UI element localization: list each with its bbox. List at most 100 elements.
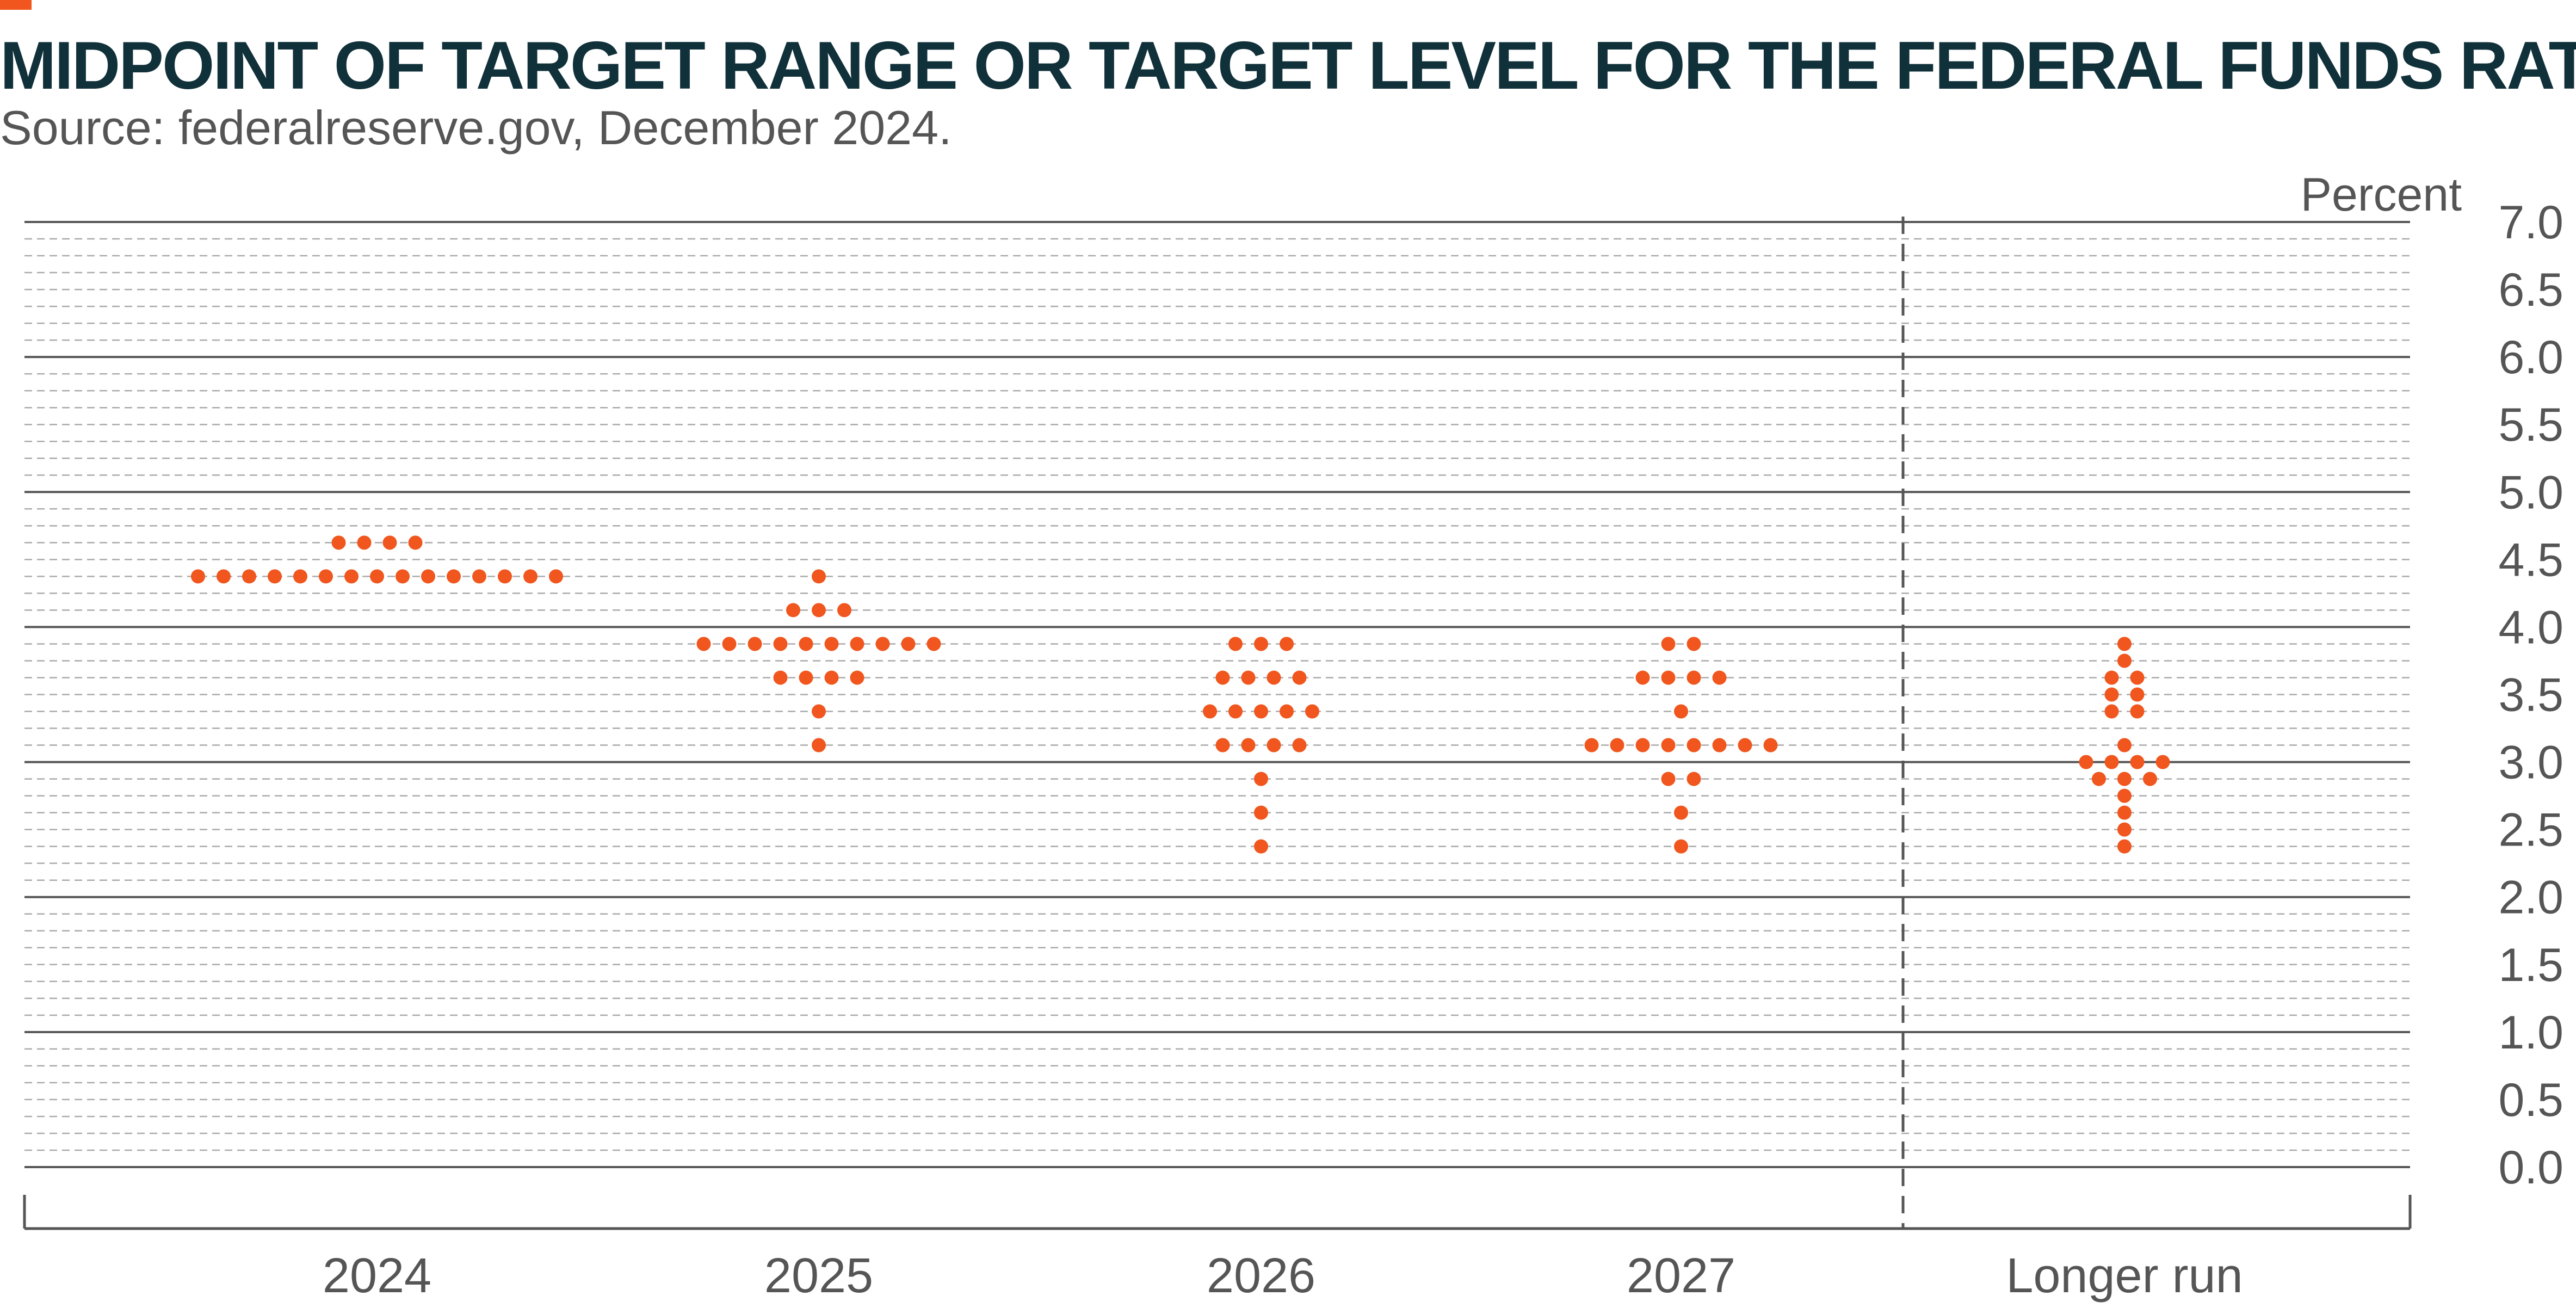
y-tick-label: 6.0 [2498,331,2563,384]
participant-dot [472,569,486,584]
y-tick-label: 0.0 [2498,1142,2563,1194]
participant-dot [1674,805,1688,820]
participant-dot [2104,670,2119,685]
participant-dot [382,535,397,550]
participant-dot [1687,738,1701,752]
x-category-label: Longer run [2006,1249,2243,1303]
participant-dot [1215,738,1230,752]
participant-dot [2104,704,2119,719]
accent-bar [0,0,32,10]
x-category-label: 2025 [764,1249,873,1303]
participant-dot [2104,755,2119,769]
participant-dot [1254,805,1268,820]
participant-dot [824,637,839,651]
participant-dot [1280,637,1294,651]
participant-dot [1712,670,1727,685]
participant-dot [1610,738,1624,752]
participant-dot [2130,670,2145,685]
x-axis [23,217,2412,1230]
participant-dot [2092,772,2106,786]
participant-dot [1661,772,1676,786]
x-category-label: 2026 [1207,1249,1315,1303]
x-category-label: 2024 [323,1249,431,1303]
y-tick-label: 6.5 [2498,264,2563,316]
participant-dot [293,569,307,584]
y-tick-label: 5.0 [2498,466,2563,519]
participant-dot [722,637,737,651]
participant-dot [926,637,941,651]
participant-dot [824,670,839,685]
participant-dot [696,637,711,651]
participant-dot [1241,670,1256,685]
participant-dot [1254,772,1268,786]
chart-title: MIDPOINT OF TARGET RANGE OR TARGET LEVEL… [0,28,2576,103]
participant-dot [1738,738,1752,752]
participant-dot [2130,687,2145,702]
participant-dot [498,569,512,584]
participant-dot [242,569,256,584]
participant-dot [191,569,205,584]
participant-dot [812,738,826,752]
participant-dot [2117,772,2132,786]
participant-dot [2155,755,2170,769]
participant-dot [812,704,826,719]
participant-dot [2104,687,2119,702]
y-tick-label: 2.5 [2498,804,2563,856]
participant-dot [1661,670,1676,685]
participant-dot [1305,704,1319,719]
participant-dot [837,603,851,618]
unit-label: Percent [2301,169,2462,221]
participant-dot [1254,704,1268,719]
gridlines [24,221,2410,1168]
participant-dot [2117,637,2132,651]
participant-dot [1203,704,1217,719]
participant-dot [2117,653,2132,668]
participant-dot [421,569,435,584]
chart-source: Source: federalreserve.gov, December 202… [0,101,952,155]
participant-dot [901,637,916,651]
y-axis: 7.0 6.5 6.0 5.5 5.0 4.5 4.0 3.5 3.0 2.5 2.0 1.5 1.0 0… [2498,196,2563,1194]
participant-dot [799,637,813,651]
y-tick-label: 3.5 [2498,669,2563,721]
participant-dot [1228,637,1243,651]
participant-dot [1254,839,1268,854]
participant-dot [1687,637,1701,651]
participant-dot [396,569,410,584]
participant-dot [319,569,333,584]
participant-dot [2130,704,2145,719]
participant-dot [523,569,538,584]
participant-dot [1292,670,1307,685]
participant-dot [1661,738,1676,752]
participant-dot [812,603,826,618]
participant-dot [1241,738,1256,752]
participant-dot [1763,738,1778,752]
participant-dot [1687,772,1701,786]
dots [191,535,2170,854]
y-tick-label: 4.5 [2498,534,2563,586]
participant-dot [850,637,864,651]
participant-dot [408,535,423,550]
participant-dot [357,535,372,550]
participant-dot [1584,738,1599,752]
y-tick-label: 7.0 [2498,196,2563,249]
participant-dot [1674,839,1688,854]
participant-dot [1215,670,1230,685]
participant-dot [2117,738,2132,752]
participant-dot [331,535,346,550]
participant-dot [1687,670,1701,685]
participant-dot [2117,822,2132,837]
participant-dot [2117,839,2132,854]
participant-dot [1674,704,1688,719]
participant-dot [217,569,231,584]
participant-dot [812,569,826,584]
y-tick-label: 1.5 [2498,939,2563,991]
participant-dot [1228,704,1243,719]
participant-dot [1292,738,1307,752]
participant-dot [549,569,563,584]
x-category-label: 2027 [1627,1249,1735,1303]
category-labels: 2024 2025 2026 2027 Longer run [323,1249,2243,1303]
y-tick-label: 2.0 [2498,872,2563,924]
participant-dot [786,603,800,618]
participant-dot [1635,738,1650,752]
